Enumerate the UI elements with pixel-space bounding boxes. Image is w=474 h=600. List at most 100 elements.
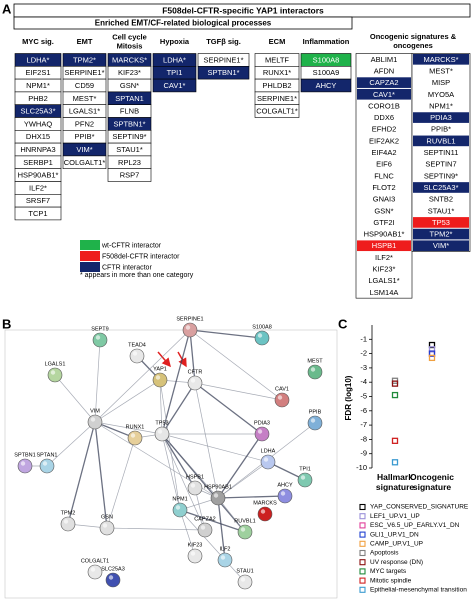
cell-text: TP53 <box>432 218 450 227</box>
edge <box>106 527 206 531</box>
cell-text: SRSF7 <box>26 196 50 205</box>
node <box>39 458 55 474</box>
y-axis-label: FDR (log10) <box>344 375 353 420</box>
legend-label: CAMP_UP.V1_UP <box>370 541 423 548</box>
panel-label: A <box>2 1 12 16</box>
edge <box>54 374 96 423</box>
y-tick-label: -5 <box>360 391 367 400</box>
node-shine <box>20 461 26 466</box>
node-label: COLGALT1 <box>81 558 109 564</box>
column-title: Mitosis <box>117 41 143 50</box>
legend-swatch <box>359 531 366 538</box>
table-subtitle: Enriched EMT/CF-related biological proce… <box>95 19 272 28</box>
legend-swatch <box>359 577 366 584</box>
cell-text: EIF2AK2 <box>369 136 399 145</box>
edge <box>94 421 163 435</box>
cell-text: SLC25A3* <box>20 107 55 116</box>
cell-text: EIF6 <box>376 160 392 169</box>
cell-text: PFN2 <box>75 119 94 128</box>
cell-text: TPI1 <box>167 68 183 77</box>
cell <box>357 88 411 100</box>
cell-text: STAU1* <box>116 145 143 154</box>
cell-text: COLGALT1* <box>64 158 106 167</box>
y-tick-label: -3 <box>360 363 367 372</box>
cell-text: GTF2I <box>373 218 394 227</box>
node-label: ILF2 <box>219 546 230 552</box>
node-label: HSP90AB1 <box>204 484 232 490</box>
cell-text: VIM* <box>76 145 92 154</box>
cell-text: SEPTIN9* <box>424 171 458 180</box>
edge <box>94 379 161 423</box>
edge <box>161 433 246 533</box>
column-title: oncogenes <box>393 41 433 50</box>
node-label: LDHA <box>261 448 276 454</box>
edge <box>179 509 246 533</box>
cell-text: RUVBL1 <box>426 136 455 145</box>
cell-text: LGALS1* <box>368 276 399 285</box>
node-shine <box>240 577 246 582</box>
node-label: S100A8 <box>252 324 272 330</box>
node-shine <box>130 433 136 438</box>
node-shine <box>132 351 138 356</box>
cell-text: SERPINE1* <box>64 68 104 77</box>
cell <box>254 104 300 118</box>
cell-text: SEPTIN11 <box>424 148 459 157</box>
cell <box>300 78 352 93</box>
legend-swatch <box>359 522 366 529</box>
point <box>428 354 436 362</box>
column-title: Hypoxia <box>160 37 190 46</box>
node-shine <box>263 457 269 462</box>
cell-text: EIF2S1 <box>25 68 50 77</box>
cell-text: TPM2* <box>430 230 453 239</box>
edge <box>161 329 191 435</box>
cell-text: PHLDB2 <box>262 81 291 90</box>
legend-label: MYC targets <box>370 568 407 575</box>
edge <box>106 437 136 529</box>
cell-text: ABLIM1 <box>371 55 398 64</box>
cell-text: PHB2 <box>28 94 48 103</box>
cell-text: MYO5A <box>428 90 454 99</box>
node-shine <box>277 395 283 400</box>
node <box>197 522 213 538</box>
legend-label: GLI1_UP.V1_DN <box>370 531 419 538</box>
y-tick-label: -10 <box>356 463 367 472</box>
edge <box>217 495 286 499</box>
node-label: GSN <box>101 514 113 520</box>
cell-text: CORO1B <box>368 101 400 110</box>
y-tick-label: -2 <box>360 349 367 358</box>
node <box>237 524 253 540</box>
node-label: PPIB <box>309 409 322 415</box>
node-label: HSPB1 <box>186 474 204 480</box>
cell-text: PPIB* <box>74 132 94 141</box>
node <box>172 502 188 518</box>
cell <box>413 135 469 147</box>
legend-swatch <box>359 568 366 575</box>
cell-text: ILF2* <box>29 183 47 192</box>
node <box>60 516 76 532</box>
cell-text: FLOT2 <box>372 183 395 192</box>
cell-text: HSP90AB1* <box>18 171 59 180</box>
cell-text: NPM1* <box>429 101 453 110</box>
cell-text: RPL23 <box>118 158 141 167</box>
column-title: TGFβ sig. <box>206 37 241 46</box>
cell <box>357 240 411 252</box>
cell-text: PPIB* <box>431 125 451 134</box>
edge <box>67 421 96 525</box>
node-shine <box>42 461 48 466</box>
node <box>257 506 273 522</box>
node <box>152 372 168 388</box>
edge <box>189 329 196 384</box>
edge <box>161 382 196 435</box>
cell-text: CAV1* <box>164 81 186 90</box>
cell-text: TCP1 <box>28 209 47 218</box>
edge <box>189 329 263 339</box>
cell <box>14 206 62 221</box>
node-shine <box>240 527 246 532</box>
cell-text: FLNB <box>120 107 139 116</box>
cell-text: AHCY <box>316 81 337 90</box>
cell-text: SERPINE1* <box>203 55 243 64</box>
node-label: SEPT9 <box>91 326 108 332</box>
node-label: RUNX1 <box>126 424 145 430</box>
cell <box>413 54 469 65</box>
